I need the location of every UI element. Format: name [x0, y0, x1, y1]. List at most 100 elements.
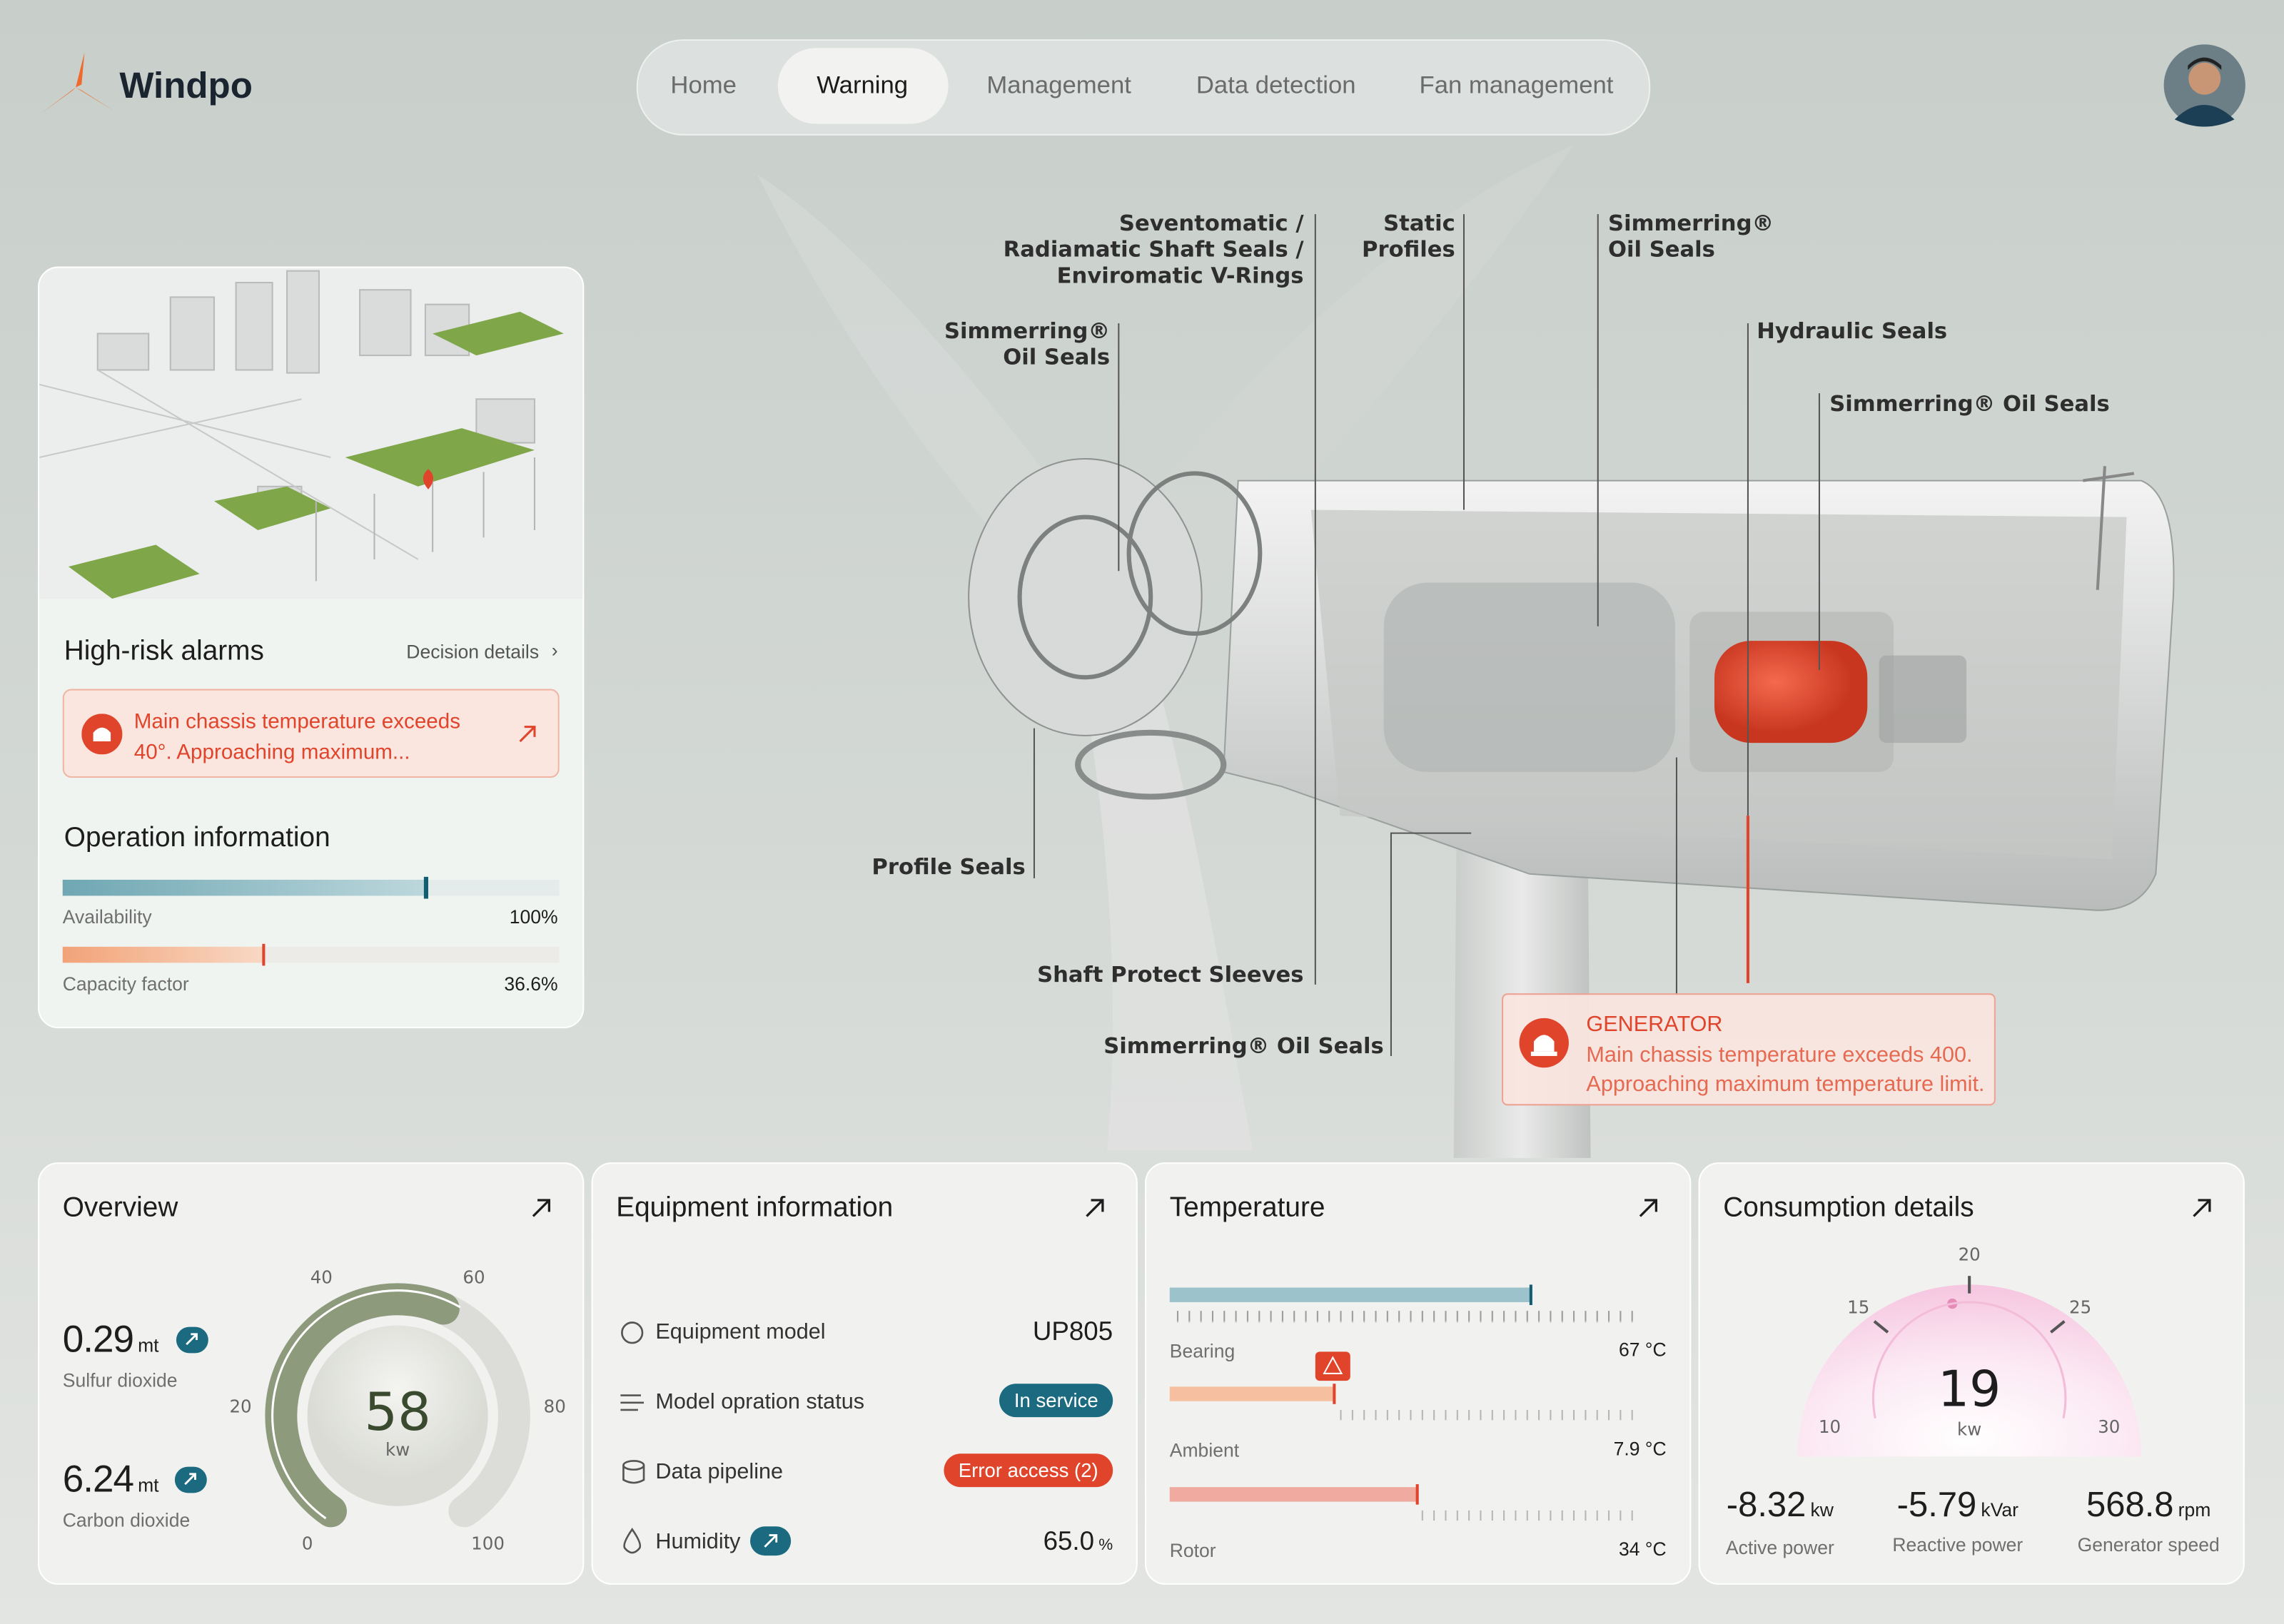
availability-marker — [423, 876, 428, 899]
nav-active-pill — [777, 48, 949, 124]
temp-label: Bearing — [1169, 1339, 1236, 1362]
temp-value: 7.9 — [1613, 1437, 1640, 1460]
annotation-label: Shaft Protect Sleeves — [1037, 963, 1303, 988]
shape — [1533, 1035, 1555, 1052]
row-value: UP805 — [1032, 1316, 1113, 1346]
annotation-label: Simmerring® Oil Seals — [1103, 1034, 1384, 1059]
error-badge[interactable]: Error access (2) — [944, 1453, 1113, 1488]
blade — [1078, 655, 1253, 1151]
open-icon[interactable] — [1086, 1199, 1104, 1217]
shape — [1334, 1409, 1644, 1421]
gauge-unit: kw — [385, 1439, 410, 1460]
temp-unit: °C — [1644, 1538, 1667, 1560]
shape — [96, 333, 150, 371]
annotation-label: Oil Seals — [1608, 238, 1715, 263]
card-title: Overview — [62, 1192, 178, 1224]
shape — [68, 311, 564, 599]
shape — [68, 544, 200, 599]
nav-item[interactable]: Fan management — [1419, 71, 1614, 99]
shape — [39, 369, 419, 560]
shape — [519, 726, 536, 743]
shape — [315, 457, 535, 582]
metric-label: Reactive power — [1892, 1533, 2023, 1556]
shape — [235, 281, 273, 371]
gauge-tick-label: 100 — [471, 1533, 505, 1554]
open-icon[interactable] — [2193, 1199, 2211, 1217]
operation-value: 36.6% — [504, 973, 558, 995]
metric-unit: mt — [138, 1473, 159, 1496]
shape — [213, 486, 331, 531]
generator-alert[interactable] — [1502, 993, 1996, 1106]
annotation-label: Oil Seals — [1003, 345, 1110, 370]
shape — [315, 457, 535, 582]
block: 65.0% — [1044, 1526, 1113, 1557]
nav-item[interactable]: Data detection — [1196, 71, 1356, 99]
shape — [1415, 1484, 1419, 1505]
logo-icon — [41, 52, 114, 114]
alert-icon — [1519, 1017, 1569, 1068]
shape — [1169, 1311, 1644, 1321]
gauge-ring — [1871, 1301, 2067, 1419]
status-badge: In service — [999, 1384, 1113, 1418]
alarms-title: High-risk alarms — [64, 636, 264, 669]
row-unit: % — [1098, 1536, 1113, 1555]
gauge-tick-label: 60 — [463, 1267, 485, 1287]
equipment-card — [591, 1162, 1138, 1585]
alarm-text: 40°. Approaching maximum... — [133, 741, 410, 765]
shape — [1323, 1356, 1343, 1374]
logo-text: Windpo — [119, 65, 253, 107]
gearbox — [1383, 582, 1675, 772]
temp-label: Ambient — [1169, 1438, 1240, 1461]
annotations: Seventomatic /Radiamatic Shaft Seals /En… — [871, 211, 2109, 1059]
gauge-tick-label: 80 — [544, 1396, 566, 1417]
row-label: Model opration status — [655, 1389, 865, 1415]
shape — [475, 398, 535, 444]
seal-ring — [1075, 729, 1227, 800]
annotation-label: Hydraulic Seals — [1757, 319, 1947, 344]
annotation-label: Enviromatic V-Rings — [1057, 263, 1304, 288]
shape — [93, 727, 111, 742]
metric-value: -8.32 — [1726, 1486, 1807, 1526]
metric-unit: kVar — [1981, 1498, 2019, 1521]
capacity-bar — [62, 946, 264, 963]
operation-value: 100% — [509, 905, 558, 928]
shape — [433, 311, 564, 356]
shape — [169, 296, 216, 371]
alert-title: GENERATOR — [1586, 1012, 1723, 1037]
nav-item[interactable]: Management — [986, 71, 1131, 99]
open-icon[interactable] — [532, 1199, 551, 1217]
gauge-tick-label: 20 — [229, 1396, 251, 1417]
block: -5.79 kVar — [1897, 1486, 2018, 1526]
temperature-bars — [1169, 1284, 1644, 1521]
shape — [39, 369, 419, 560]
alarm-item[interactable] — [62, 689, 560, 778]
metric-label: Carbon dioxide — [62, 1508, 191, 1531]
arrow-icon — [519, 726, 536, 743]
nav-item[interactable]: Home — [670, 71, 737, 99]
nav-item[interactable]: Warning — [817, 71, 909, 99]
shape — [96, 270, 535, 517]
shape — [620, 1394, 645, 1411]
row-label: Data pipeline — [655, 1459, 784, 1485]
temp-unit: °C — [1644, 1437, 1667, 1460]
temp-unit: °C — [1644, 1338, 1667, 1361]
leader-line — [1390, 832, 1472, 1056]
alert-text: Approaching maximum temperature limit. — [1586, 1072, 1985, 1097]
shape — [41, 52, 114, 114]
card-title: Equipment information — [616, 1192, 894, 1224]
generator — [1714, 641, 1868, 744]
gauge-inner-line — [271, 1289, 461, 1520]
block: 0.29 mt — [63, 1316, 159, 1361]
avatar[interactable] — [2163, 44, 2246, 127]
metric-value: 6.24 — [62, 1456, 134, 1501]
open-icon[interactable] — [1639, 1199, 1658, 1217]
gauge-tick-label: 10 — [1819, 1416, 1841, 1437]
block: 34 °C — [1619, 1538, 1667, 1560]
decision-link[interactable]: Decision details — [406, 641, 540, 663]
operation-title-text: Operation information — [64, 823, 330, 854]
metric-label: Sulfur dioxide — [62, 1369, 178, 1391]
